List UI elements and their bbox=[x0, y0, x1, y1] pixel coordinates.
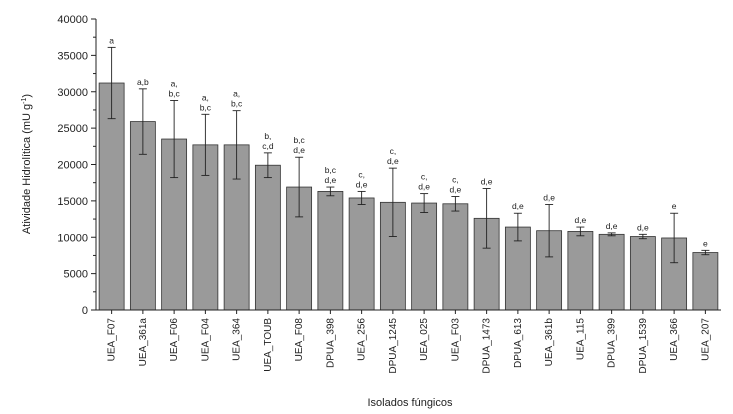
significance-letter: d,e bbox=[543, 193, 555, 203]
significance-letter: a, bbox=[202, 92, 209, 102]
significance-letter: c, bbox=[452, 175, 459, 185]
significance-letter: d,e bbox=[512, 201, 524, 211]
bar-uea-025 bbox=[411, 202, 438, 311]
error-bar bbox=[576, 226, 585, 237]
bar-dpua-1539 bbox=[629, 236, 656, 311]
significance-letter: b, bbox=[264, 131, 271, 141]
error-bar bbox=[232, 110, 241, 180]
y-tick-label: 25000 bbox=[57, 123, 88, 135]
significance-letter: c, bbox=[358, 169, 365, 179]
x-tick-label: UEA_207 bbox=[700, 318, 711, 361]
error-bar bbox=[545, 204, 554, 258]
x-tick-label: UEA_366 bbox=[669, 318, 680, 361]
y-tick-label: 20000 bbox=[57, 160, 88, 172]
x-tick-label: DPUA_613 bbox=[513, 318, 524, 368]
significance-letter: d,e bbox=[324, 175, 336, 185]
significance-letter: a,b bbox=[137, 77, 149, 87]
significance-letter: a bbox=[109, 35, 114, 45]
error-bar bbox=[513, 212, 522, 242]
x-tick-label: UEA_361a bbox=[138, 318, 149, 367]
x-tick-label: UEA_F07 bbox=[107, 318, 118, 362]
y-tick-label: 35000 bbox=[57, 50, 88, 62]
x-tick-label: UEA_115 bbox=[575, 318, 586, 361]
axis-labels: Atividade Hidrolítica (mU g-1) Isolados … bbox=[21, 94, 453, 409]
x-tick-label: UEA_F06 bbox=[169, 318, 180, 362]
bar-dpua-399 bbox=[598, 233, 625, 311]
bar-uea-256 bbox=[348, 197, 375, 311]
axes: UEA_F07 UEA_361a UEA_F06 UEA_F04 UEA_364 UEA_… bbox=[57, 14, 721, 374]
x-tick-label: UEA_F03 bbox=[450, 318, 461, 362]
x-tick-label: DPUA_399 bbox=[607, 318, 618, 368]
bar-uea-toub bbox=[254, 164, 281, 311]
error-bar bbox=[607, 232, 616, 237]
significance-letter: d,e bbox=[356, 179, 368, 189]
error-bar bbox=[170, 100, 179, 179]
x-tick-label: DPUA_1245 bbox=[388, 318, 399, 374]
x-tick-label: UEA_025 bbox=[419, 318, 430, 361]
error-bar bbox=[138, 88, 147, 155]
significance-letters: aa,b a,b,c a,b,ca,b,cb,c,db,cd,eb,cd,ec,d,… bbox=[109, 35, 708, 248]
error-bar bbox=[388, 167, 397, 237]
x-tick-label: UEA_F04 bbox=[200, 318, 211, 362]
x-tick-label: UEA_361b bbox=[544, 318, 555, 367]
x-tick-label: DPUA_1539 bbox=[638, 318, 649, 374]
significance-letter: d,e bbox=[481, 177, 493, 187]
bar-uea-f07 bbox=[98, 82, 125, 311]
significance-letter: d,e bbox=[293, 145, 305, 155]
error-bar bbox=[295, 156, 304, 218]
significance-letter: a, bbox=[233, 89, 240, 99]
significance-letter: e bbox=[672, 201, 677, 211]
bar-uea-115 bbox=[567, 231, 594, 311]
bar-uea-f04 bbox=[192, 144, 219, 311]
error-bar bbox=[263, 152, 272, 179]
significance-letter: d,e bbox=[449, 185, 461, 195]
error-bars bbox=[107, 46, 710, 264]
significance-letter: d,e bbox=[637, 222, 649, 232]
significance-letter: b,c bbox=[200, 102, 212, 112]
significance-letter: b,c bbox=[231, 99, 243, 109]
error-bar bbox=[326, 186, 335, 197]
error-bar bbox=[670, 212, 679, 264]
significance-letter: c, bbox=[421, 172, 428, 182]
x-tick-label: UEA_364 bbox=[232, 318, 243, 361]
x-tick-label: DPUA_1473 bbox=[482, 318, 493, 374]
y-axis-label: Atividade Hidrolítica (mU g-1) bbox=[21, 94, 33, 234]
x-axis-label: Isolados fúngicos bbox=[368, 397, 453, 409]
significance-letter: b,c bbox=[325, 165, 337, 175]
y-tick-label: 5000 bbox=[64, 269, 88, 281]
significance-letter: b,c bbox=[293, 135, 305, 145]
significance-letter: d,e bbox=[574, 215, 586, 225]
significance-letter: d,e bbox=[387, 156, 399, 166]
significance-letter: d,e bbox=[606, 221, 618, 231]
significance-letter: c, bbox=[390, 146, 397, 156]
significance-letter: d,e bbox=[418, 182, 430, 192]
error-bar bbox=[420, 193, 429, 213]
error-bar bbox=[201, 113, 210, 176]
bar-uea-207 bbox=[692, 252, 719, 311]
x-tick-label: UEA_F08 bbox=[294, 318, 305, 362]
y-tick-label: 40000 bbox=[57, 14, 88, 26]
error-bar bbox=[701, 249, 710, 256]
y-tick-label: 0 bbox=[82, 305, 88, 317]
x-tick-label: DPUA_398 bbox=[325, 318, 336, 368]
significance-letter: b,c bbox=[168, 88, 180, 98]
error-bar bbox=[357, 190, 366, 205]
significance-letter: a, bbox=[171, 78, 178, 88]
y-tick-label: 15000 bbox=[57, 196, 88, 208]
y-tick-label: 30000 bbox=[57, 87, 88, 99]
error-bar bbox=[638, 233, 647, 240]
x-tick-label: UEA_256 bbox=[357, 318, 368, 361]
bars bbox=[98, 82, 719, 311]
error-bar bbox=[107, 46, 116, 120]
x-tick-label: UEA_TOUB bbox=[263, 318, 274, 372]
significance-letter: c,d bbox=[262, 141, 274, 151]
error-bar bbox=[451, 196, 460, 212]
significance-letter: e bbox=[703, 238, 708, 248]
error-bar bbox=[482, 188, 491, 249]
bar-uea-f03 bbox=[442, 203, 469, 311]
bar-dpua-398 bbox=[317, 191, 344, 311]
y-tick-label: 10000 bbox=[57, 232, 88, 244]
